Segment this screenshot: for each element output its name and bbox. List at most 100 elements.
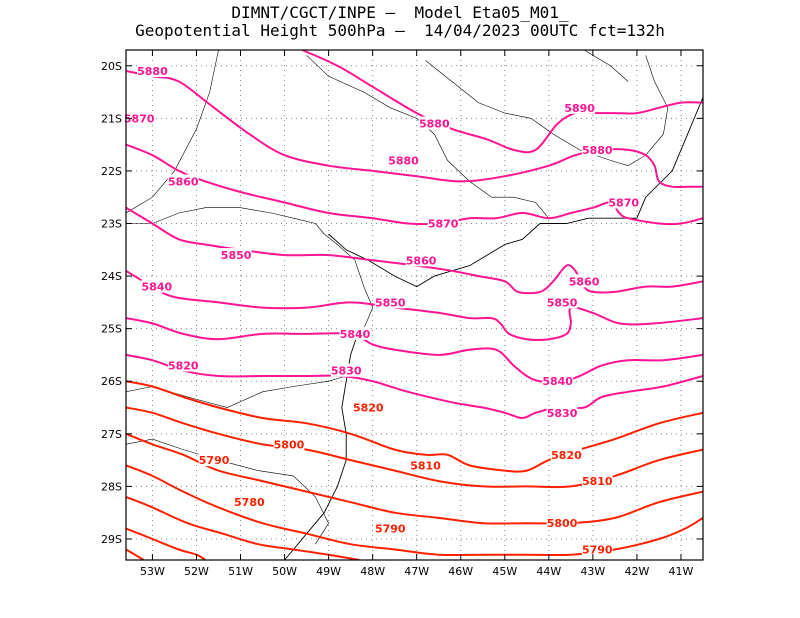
contour-label: 5820: [168, 359, 199, 372]
contour-5760: [126, 548, 145, 560]
contour-label: 5790: [582, 543, 613, 556]
contour-label: 5810: [410, 459, 441, 472]
contour-5790: [126, 464, 703, 557]
contour-label-bg: [233, 495, 265, 509]
grid-lines: [126, 50, 703, 560]
contour-5810: [126, 406, 703, 489]
x-tick-label: 50W: [272, 565, 297, 578]
contour-label-bg: [339, 326, 371, 340]
contour-label-bg: [546, 405, 578, 419]
y-tick-label: 23S: [101, 218, 122, 231]
contour-label: 5850: [221, 249, 252, 262]
contour-label-bg: [568, 274, 600, 288]
contour-label: 5870: [608, 196, 639, 209]
x-tick-label: 42W: [624, 565, 649, 578]
contour-label: 5870: [428, 218, 459, 231]
contour-label: 5860: [569, 275, 600, 288]
contour-label-bg: [546, 516, 578, 530]
contour-label: 5890: [564, 102, 595, 115]
contour-label-bg: [374, 295, 406, 309]
y-tick-label: 25S: [101, 323, 122, 336]
state-border: [425, 55, 669, 167]
title-line-2: Geopotential Height 500hPa – 14/04/2023 …: [135, 21, 665, 40]
contour-label: 5830: [547, 407, 578, 420]
x-tick-label: 51W: [228, 565, 253, 578]
contour-label: 5800: [547, 517, 578, 530]
contour-5880: [126, 70, 703, 189]
contour-5870: [126, 143, 703, 226]
coastlines-borders: [126, 50, 703, 560]
contour-label: 5790: [199, 454, 230, 467]
contour-5820: [126, 380, 703, 473]
contour-label-bg: [167, 358, 199, 372]
contour-label-bg: [418, 116, 450, 130]
state-border: [126, 438, 329, 545]
contour-label-bg: [608, 195, 640, 209]
contour-label-bg: [542, 374, 574, 388]
contour-label-bg: [546, 295, 578, 309]
contour-5840: [126, 317, 703, 383]
y-tick-label: 29S: [101, 533, 122, 546]
x-tick-label: 52W: [184, 565, 209, 578]
contour-label: 5820: [551, 449, 582, 462]
contour-labels: 5880 5870 5890 5880 5880 5880 5860 5870 5870 5850…: [123, 64, 640, 556]
contour-label-bg: [137, 64, 168, 78]
x-tick-label: 41W: [669, 565, 694, 578]
state-border: [126, 375, 347, 408]
y-tick-label: 21S: [101, 112, 122, 125]
contour-label: 5800: [274, 438, 305, 451]
contour-label: 5880: [419, 118, 450, 131]
contour-label: 5840: [542, 375, 573, 388]
contour-5850: [126, 269, 703, 341]
y-tick-label: 28S: [101, 480, 122, 493]
contour-label-bg: [352, 400, 384, 414]
contour-label: 5850: [375, 296, 406, 309]
contour-label: 5830: [331, 365, 362, 378]
contour-label: 5840: [340, 328, 371, 341]
contour-label: 5860: [168, 175, 199, 188]
contour-label: 5870: [124, 112, 155, 125]
contour-5860: [126, 206, 703, 295]
x-tick-label: 47W: [404, 565, 429, 578]
coastline: [328, 97, 703, 288]
axis-ticks: 53W 52W 51W 50W 49W 48W 47W 46W 45W 44W 43W 42W 41W 2…: [101, 50, 703, 578]
contour-label: 5880: [137, 65, 168, 78]
contour-label-bg: [167, 174, 199, 188]
contour-lines: [126, 50, 703, 560]
contour-5890: [301, 50, 703, 154]
x-tick-label: 48W: [360, 565, 385, 578]
contour-label: 5880: [582, 144, 613, 157]
x-tick-label: 43W: [580, 565, 605, 578]
x-tick-label: 44W: [536, 565, 561, 578]
contour-5830: [126, 353, 703, 420]
title-line-1: DIMNT/CGCT/INPE – Model Eta05_M01_: [231, 3, 569, 22]
contour-label-bg: [198, 453, 230, 467]
contour-label-bg: [564, 100, 596, 114]
contour-label-bg: [220, 248, 252, 262]
contour-label: 5880: [388, 154, 419, 167]
contour-5780: [126, 495, 360, 560]
x-tick-label: 49W: [316, 565, 341, 578]
x-tick-label: 46W: [448, 565, 473, 578]
contour-label-bg: [581, 142, 613, 156]
contour-label-bg: [405, 253, 437, 267]
contour-label-bg: [273, 437, 305, 451]
contour-label-bg: [388, 153, 419, 167]
y-tick-label: 24S: [101, 270, 122, 283]
contour-label-bg: [410, 458, 441, 472]
y-tick-label: 26S: [101, 375, 122, 388]
contour-label: 5840: [142, 281, 173, 294]
contour-label: 5780: [234, 496, 265, 509]
contour-label-bg: [551, 447, 582, 461]
contour-label: 5810: [582, 475, 613, 488]
contour-label: 5860: [406, 254, 437, 267]
map-frame: [125, 49, 704, 561]
contour-label-bg: [427, 216, 459, 230]
contour-label-bg: [123, 111, 155, 125]
state-border: [306, 55, 550, 219]
x-tick-label: 45W: [492, 565, 517, 578]
contour-5770: [126, 527, 206, 560]
x-tick-label: 53W: [140, 565, 165, 578]
contour-label-bg: [581, 542, 613, 556]
